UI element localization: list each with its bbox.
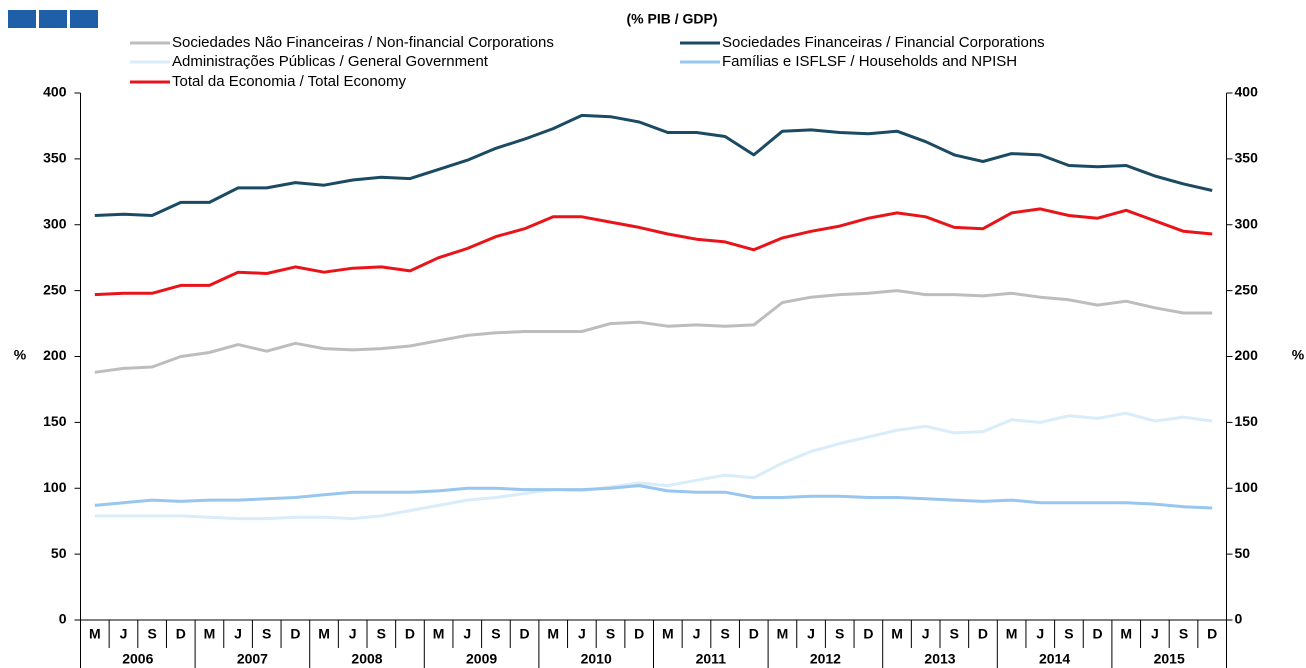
y-tick-label: 250	[43, 281, 67, 297]
year-label: 2006	[122, 651, 153, 667]
x-tick-label: J	[234, 626, 242, 642]
x-tick-label: J	[578, 626, 586, 642]
series-line	[94, 289, 1213, 374]
x-tick-label: J	[693, 626, 701, 642]
logo-block	[8, 10, 36, 28]
x-tick-label: S	[720, 626, 729, 642]
x-tick-label: J	[1036, 626, 1044, 642]
legend-label: Total da Economia / Total Economy	[172, 73, 407, 90]
series-line	[94, 411, 1213, 521]
x-tick-label: D	[176, 626, 186, 642]
x-tick-label: D	[520, 626, 530, 642]
y-tick-label: 50	[51, 545, 67, 561]
x-tick-label: S	[835, 626, 844, 642]
x-tick-label: M	[1006, 626, 1018, 642]
year-label: 2013	[924, 651, 955, 667]
logo-block	[70, 10, 98, 28]
x-tick-label: M	[547, 626, 559, 642]
y-tick-label: 350	[43, 150, 67, 166]
x-tick-label: S	[950, 626, 959, 642]
chart-title: (% PIB / GDP)	[626, 11, 717, 27]
legend-label: Administrações Públicas / General Govern…	[172, 53, 489, 70]
y2-tick-label: 0	[1235, 611, 1243, 627]
x-tick-label: D	[863, 626, 873, 642]
legend-label: Famílias e ISFLSF / Households and NPISH	[722, 53, 1017, 70]
series-line	[94, 207, 1213, 297]
y-tick-label: 100	[43, 479, 67, 495]
y2-tick-label: 50	[1235, 545, 1251, 561]
x-tick-label: J	[463, 626, 471, 642]
x-tick-label: S	[262, 626, 271, 642]
y-tick-label: 200	[43, 347, 67, 363]
y2-tick-label: 250	[1235, 281, 1259, 297]
y2-tick-label: 300	[1235, 215, 1259, 231]
y-tick-label: 150	[43, 413, 67, 429]
x-tick-label: M	[89, 626, 101, 642]
x-tick-label: S	[377, 626, 386, 642]
year-label: 2010	[581, 651, 612, 667]
series-line	[94, 113, 1213, 217]
series-line	[94, 484, 1213, 510]
x-tick-label: M	[662, 626, 674, 642]
year-label: 2015	[1154, 651, 1185, 667]
year-label: 2009	[466, 651, 497, 667]
legend-label: Sociedades Financeiras / Financial Corpo…	[722, 34, 1045, 51]
x-tick-label: S	[147, 626, 156, 642]
x-tick-label: J	[807, 626, 815, 642]
y2-tick-label: 150	[1235, 413, 1259, 429]
year-label: 2011	[696, 651, 727, 667]
x-tick-label: M	[433, 626, 445, 642]
x-tick-label: S	[491, 626, 500, 642]
x-tick-label: M	[204, 626, 216, 642]
year-label: 2012	[810, 651, 841, 667]
x-tick-label: M	[777, 626, 789, 642]
x-tick-label: M	[1120, 626, 1132, 642]
x-tick-label: M	[318, 626, 330, 642]
x-tick-label: J	[120, 626, 128, 642]
y-tick-label: 0	[59, 611, 67, 627]
year-label: 2014	[1039, 651, 1070, 667]
x-tick-label: D	[978, 626, 988, 642]
y-axis-label: %	[14, 347, 27, 363]
y2-tick-label: 200	[1235, 347, 1259, 363]
x-tick-label: J	[1151, 626, 1159, 642]
x-tick-label: J	[349, 626, 357, 642]
y2-tick-label: 400	[1235, 84, 1259, 100]
x-tick-label: D	[290, 626, 300, 642]
x-tick-label: M	[891, 626, 903, 642]
y-tick-label: 300	[43, 215, 67, 231]
x-tick-label: S	[606, 626, 615, 642]
x-tick-label: D	[1207, 626, 1217, 642]
x-tick-label: D	[634, 626, 644, 642]
y2-tick-label: 350	[1235, 150, 1259, 166]
x-tick-label: J	[922, 626, 930, 642]
legend-label: Sociedades Não Financeiras / Non-financi…	[172, 34, 554, 51]
x-tick-label: D	[1093, 626, 1103, 642]
x-tick-label: D	[749, 626, 759, 642]
x-tick-label: S	[1064, 626, 1073, 642]
logo-block	[39, 10, 67, 28]
y2-tick-label: 100	[1235, 479, 1259, 495]
y-tick-label: 400	[43, 84, 67, 100]
year-label: 2007	[237, 651, 268, 667]
x-tick-label: S	[1179, 626, 1188, 642]
x-tick-label: D	[405, 626, 415, 642]
year-label: 2008	[351, 651, 382, 667]
y2-axis-label: %	[1292, 347, 1305, 363]
